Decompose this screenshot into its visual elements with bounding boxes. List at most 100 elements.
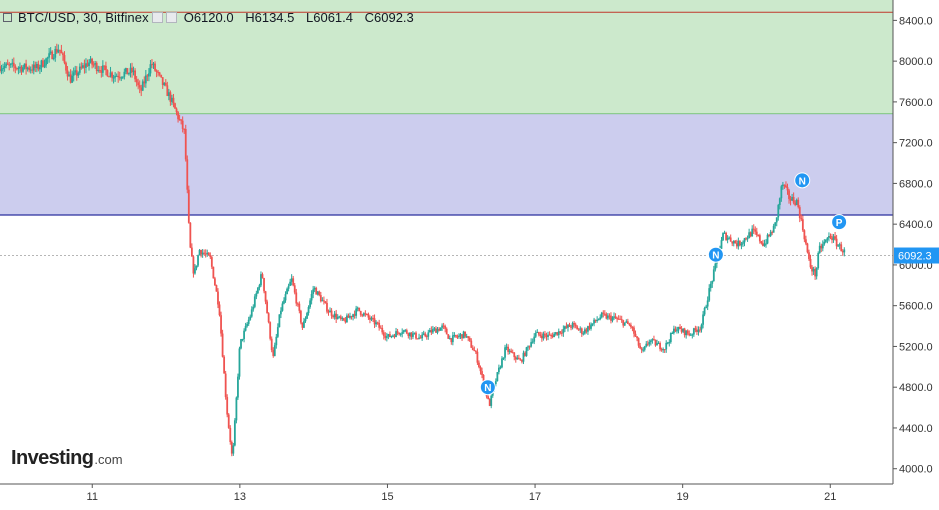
candle-body: [128, 73, 130, 75]
x-tick-label: 21: [824, 491, 836, 503]
candle-body: [683, 328, 686, 336]
candle-body: [519, 359, 522, 361]
candle-body: [705, 306, 708, 309]
candle-body: [387, 334, 390, 337]
candle-body: [296, 303, 299, 305]
candle-body: [65, 62, 67, 71]
candle-body: [708, 288, 711, 301]
candle-body: [752, 228, 755, 230]
candle-body: [731, 241, 734, 244]
candle-body: [330, 310, 333, 316]
candle-body: [218, 304, 221, 316]
candle-body: [344, 320, 347, 323]
candle-body: [313, 287, 316, 290]
candle-body: [154, 63, 156, 71]
candle-body: [81, 65, 84, 68]
candle-body: [267, 313, 270, 323]
candle-body: [634, 333, 637, 337]
candle-body: [531, 341, 534, 343]
candle-body: [456, 336, 459, 338]
candle-body: [496, 372, 499, 382]
candle-body: [688, 333, 691, 336]
candle-body: [289, 281, 292, 286]
candle-body: [253, 296, 256, 307]
candle-body: [580, 328, 583, 334]
candle-body: [290, 278, 293, 282]
candle-body: [659, 343, 661, 350]
candle-body: [207, 252, 210, 256]
candle-body: [594, 319, 597, 322]
candle-body: [184, 129, 187, 160]
candle-body: [831, 237, 833, 241]
candle-body: [464, 331, 467, 337]
candle-body: [327, 311, 330, 313]
candle-body: [114, 75, 117, 78]
candle-body: [599, 317, 602, 320]
candle-body: [808, 252, 810, 259]
candle-body: [422, 333, 425, 335]
candle-body: [103, 65, 106, 67]
candle-body: [754, 229, 757, 232]
candle-body: [349, 316, 351, 318]
settings-button-icon[interactable]: [151, 11, 163, 23]
candle-body: [209, 255, 212, 258]
candle-body: [540, 335, 543, 339]
candle-body: [780, 186, 783, 199]
y-tick-label: 5600.0: [899, 301, 933, 313]
candle-body: [478, 362, 480, 367]
candle-body: [263, 278, 265, 292]
candle-body: [502, 357, 505, 359]
candle-body: [445, 328, 448, 335]
event-marker-label-1: N: [712, 251, 719, 262]
candle-body: [436, 328, 439, 333]
candle-body: [217, 291, 219, 305]
ohlc-values: O6120.0 H6134.5 L6061.4 C6092.3: [184, 10, 422, 25]
candle-body: [269, 322, 272, 339]
candle-body: [362, 313, 365, 316]
candle-body: [447, 334, 450, 339]
open-value: 6120.0: [193, 9, 234, 25]
candle-body: [353, 314, 356, 316]
candle-body: [203, 252, 206, 254]
candle-body: [806, 243, 809, 253]
candle-body: [240, 339, 242, 349]
candle-body: [206, 252, 209, 255]
candle-body: [106, 70, 109, 77]
candle-body: [547, 334, 549, 337]
candle-body: [534, 332, 537, 337]
candle-body: [739, 240, 741, 246]
x-tick-label: 17: [529, 491, 541, 503]
candle-body: [630, 324, 632, 327]
candle-body: [140, 87, 143, 91]
candle-body: [834, 236, 836, 239]
candle-body: [12, 62, 15, 67]
candle-body: [131, 67, 133, 73]
candle-body: [283, 300, 285, 304]
collapse-toggle-icon[interactable]: [3, 12, 12, 22]
candle-body: [89, 58, 92, 63]
candle-body: [709, 283, 712, 289]
hide-button-icon[interactable]: [165, 11, 177, 23]
candle-body: [574, 324, 577, 327]
candle-body: [794, 202, 797, 206]
candle-body: [365, 314, 368, 316]
candle-body: [649, 340, 652, 343]
candle-body: [221, 333, 224, 357]
candle-body: [771, 232, 774, 234]
candle-body: [233, 420, 236, 446]
candle-body: [333, 313, 336, 318]
candle-body: [828, 236, 830, 238]
candle-body: [643, 346, 646, 350]
y-tick-label: 7200.0: [899, 138, 933, 150]
candle-body: [197, 255, 199, 266]
candle-body: [306, 313, 308, 319]
candle-body: [187, 189, 190, 223]
candle-body: [385, 336, 388, 338]
candle-body: [573, 323, 576, 325]
candle-body: [410, 332, 413, 337]
candle-body: [293, 285, 296, 293]
candle-body: [425, 336, 428, 338]
candle-body: [542, 333, 545, 339]
candle-body: [323, 300, 325, 302]
